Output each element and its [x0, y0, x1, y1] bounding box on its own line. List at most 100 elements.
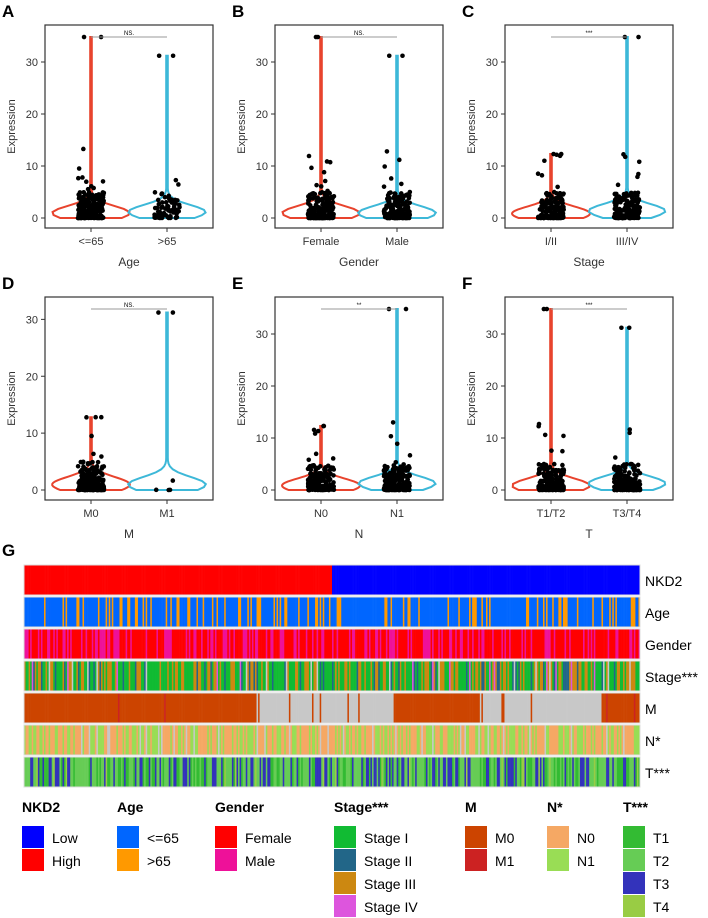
heatmap-cell: [224, 565, 227, 595]
heatmap-cell: [362, 597, 365, 627]
data-point: [331, 484, 337, 489]
data-point: [307, 464, 312, 470]
heatmap-cell: [553, 597, 556, 627]
heatmap-cell: [410, 629, 413, 659]
heatmap-cell: [139, 565, 142, 595]
heatmap-cell: [97, 565, 100, 595]
data-point: [386, 190, 392, 196]
data-point: [545, 193, 550, 198]
heatmap-cell: [575, 565, 578, 595]
heatmap-cell: [90, 565, 93, 595]
x-tick-label: III/IV: [616, 236, 639, 248]
heatmap-cell: [94, 629, 97, 659]
heatmap-cell: [375, 629, 377, 659]
data-point: [326, 478, 332, 483]
heatmap-row-label: Gender: [645, 637, 692, 653]
heatmap-cell: [335, 629, 337, 659]
heatmap-cell: [590, 597, 593, 627]
heatmap-cell: [578, 597, 581, 627]
heatmap-cell: [79, 565, 82, 595]
heatmap-cell: [218, 597, 220, 627]
y-axis-label: Expression: [236, 371, 248, 425]
heatmap-cell: [222, 629, 225, 659]
heatmap-cell: [264, 629, 267, 659]
data-point: [632, 482, 638, 488]
heatmap-cell: [601, 565, 604, 595]
data-point: [83, 479, 89, 485]
heatmap-cell: [208, 565, 211, 595]
heatmap-cell: [34, 661, 37, 691]
heatmap-cell: [436, 597, 439, 627]
heatmap-cell: [275, 597, 277, 627]
heatmap-cell: [402, 597, 405, 627]
data-point: [314, 198, 320, 204]
heatmap-cell: [616, 597, 619, 627]
heatmap-cell: [435, 565, 438, 595]
heatmap-cell: [325, 629, 328, 659]
heatmap-cell: [550, 565, 553, 595]
heatmap-cell: [519, 629, 522, 659]
heatmap-cell: [372, 629, 374, 659]
heatmap-cell: [601, 629, 604, 659]
heatmap-cell: [422, 565, 425, 595]
data-point: [614, 191, 619, 197]
violin-T1/T2: [511, 308, 591, 491]
heatmap-cell: [122, 565, 125, 595]
data-point: [401, 210, 406, 216]
heatmap-cell: [315, 565, 317, 595]
heatmap-cell: [51, 597, 54, 627]
x-tick-label: >65: [158, 236, 177, 248]
data-point: [400, 201, 405, 206]
heatmap-cell: [521, 597, 524, 627]
heatmap-cell: [233, 629, 236, 659]
data-point: [612, 474, 618, 479]
data-point: [636, 159, 642, 165]
data-point: [612, 197, 618, 202]
heatmap-cell: [322, 629, 325, 659]
data-point: [544, 467, 550, 472]
heatmap-cell: [255, 597, 257, 627]
heatmap-cell: [335, 597, 337, 627]
heatmap-cell: [450, 597, 453, 627]
data-point: [405, 204, 411, 209]
heatmap-cell: [316, 565, 319, 595]
heatmap-cell: [627, 629, 630, 659]
heatmap-cell: [276, 629, 279, 659]
heatmap-cell: [479, 629, 482, 659]
heatmap-cell: [559, 597, 562, 627]
heatmap-cell: [472, 597, 474, 627]
heatmap-cell: [473, 565, 476, 595]
data-point: [627, 470, 632, 475]
heatmap-cell: [51, 629, 54, 659]
heatmap-cell: [398, 597, 401, 627]
heatmap-cell: [201, 597, 203, 627]
heatmap-cell: [110, 597, 113, 627]
heatmap-cell: [342, 629, 345, 659]
heatmap-cell: [387, 629, 390, 659]
heatmap-cell: [462, 597, 465, 627]
data-point: [637, 205, 643, 210]
heatmap-cell: [465, 597, 468, 627]
heatmap-cell: [99, 629, 102, 659]
data-point: [539, 173, 545, 178]
heatmap-cell: [27, 661, 29, 691]
heatmap-cell: [101, 597, 103, 627]
heatmap-cell: [131, 597, 134, 627]
heatmap-cell: [281, 629, 284, 659]
heatmap-cell: [191, 629, 194, 659]
heatmap-cell: [64, 565, 66, 595]
heatmap-cell: [77, 565, 80, 595]
heatmap-cell: [522, 629, 525, 659]
heatmap-cell: [77, 629, 80, 659]
heatmap-cell: [581, 629, 584, 659]
data-point: [559, 481, 565, 487]
heatmap-cell: [74, 597, 77, 627]
heatmap-cell: [535, 597, 538, 627]
heatmap-cell: [74, 565, 77, 595]
heatmap-cell: [57, 629, 60, 659]
heatmap-cell: [319, 629, 322, 659]
heatmap-cell: [34, 597, 37, 627]
heatmap-cell: [563, 565, 565, 595]
heatmap-cell: [164, 629, 166, 659]
heatmap-cell: [105, 565, 108, 595]
